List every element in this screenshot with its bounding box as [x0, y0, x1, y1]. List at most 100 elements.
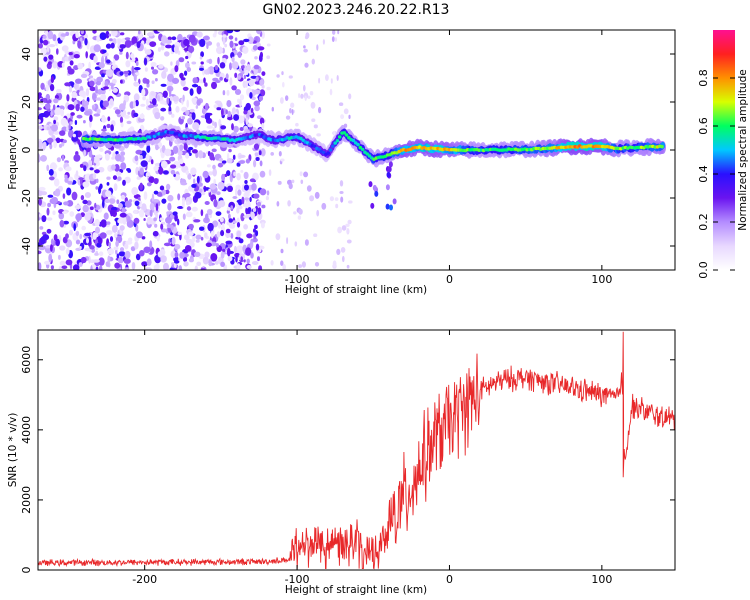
- noise-speckle: [153, 165, 159, 172]
- noise-speckle: [44, 103, 51, 110]
- noise-speckle: [236, 207, 240, 214]
- noise-speckle: [253, 100, 261, 107]
- noise-speckle: [174, 260, 180, 264]
- noise-speckle: [170, 169, 176, 175]
- noise-speckle: [252, 237, 258, 243]
- noise-speckle: [72, 264, 80, 270]
- noise-speckle: [135, 231, 143, 239]
- noise-speckle: [303, 84, 306, 92]
- noise-speckle: [325, 74, 329, 81]
- noise-speckle: [243, 197, 250, 201]
- noise-speckle: [73, 54, 80, 59]
- noise-speckle: [181, 106, 188, 112]
- noise-speckle: [142, 96, 146, 101]
- noise-speckle: [60, 108, 65, 117]
- noise-speckle: [58, 212, 65, 220]
- noise-speckle: [93, 44, 101, 53]
- noise-speckle: [298, 208, 303, 215]
- noise-speckle: [204, 251, 210, 258]
- noise-speckle: [190, 167, 197, 175]
- noise-speckle: [348, 200, 353, 204]
- noise-speckle: [105, 230, 113, 235]
- noise-speckle: [139, 209, 145, 218]
- noise-speckle: [53, 178, 60, 187]
- noise-speckle: [160, 223, 164, 230]
- noise-speckle: [238, 40, 245, 46]
- noise-speckle: [69, 60, 74, 66]
- noise-speckle: [117, 219, 121, 224]
- noise-speckle: [240, 65, 245, 69]
- noise-speckle: [188, 231, 194, 237]
- noise-speckle: [187, 173, 192, 180]
- noise-speckle: [186, 67, 191, 72]
- noise-speckle: [185, 211, 193, 218]
- noise-speckle: [75, 170, 79, 177]
- noise-speckle: [215, 211, 222, 217]
- noise-speckle: [228, 218, 233, 223]
- noise-speckle: [128, 199, 133, 203]
- snr-x-ticks: -200 -100 0 100: [132, 330, 612, 586]
- noise-speckle: [55, 238, 60, 247]
- noise-speckle: [261, 84, 265, 89]
- noise-speckle: [143, 191, 148, 200]
- noise-speckle: [157, 94, 160, 102]
- noise-speckle: [339, 180, 344, 187]
- noise-speckle: [151, 66, 154, 70]
- noise-speckle: [135, 149, 143, 155]
- noise-speckle: [289, 108, 292, 114]
- noise-speckle: [291, 109, 294, 115]
- noise-speckle: [202, 256, 209, 265]
- noise-speckle: [95, 85, 98, 92]
- noise-speckle: [233, 171, 237, 177]
- noise-speckle: [48, 169, 54, 176]
- noise-speckle: [258, 95, 264, 101]
- noise-speckle: [143, 57, 148, 66]
- noise-speckle: [192, 122, 200, 131]
- noise-speckle: [229, 62, 232, 71]
- noise-speckle: [46, 44, 50, 53]
- noise-speckle: [53, 140, 57, 149]
- noise-speckle: [131, 36, 138, 45]
- noise-speckle: [92, 173, 97, 179]
- noise-speckle: [99, 32, 107, 40]
- trace-core: [335, 139, 340, 143]
- noise-speckle: [80, 106, 85, 112]
- noise-speckle: [63, 220, 69, 225]
- noise-speckle: [336, 248, 341, 255]
- y-tick-label: -20: [20, 189, 33, 207]
- noise-speckle: [160, 160, 168, 169]
- noise-speckle: [125, 240, 133, 245]
- noise-speckle: [46, 126, 50, 131]
- noise-speckle: [65, 166, 72, 172]
- noise-speckle: [311, 58, 315, 65]
- noise-speckle: [134, 155, 139, 162]
- noise-speckle: [111, 156, 115, 160]
- noise-speckle: [139, 250, 145, 257]
- noise-speckle: [191, 183, 197, 188]
- noise-speckle: [244, 180, 248, 184]
- noise-speckle: [204, 102, 209, 111]
- noise-speckle: [304, 95, 307, 101]
- noise-speckle: [38, 186, 46, 191]
- noise-speckle: [55, 88, 62, 94]
- noise-speckle: [189, 113, 193, 118]
- noise-speckle: [171, 236, 176, 246]
- noise-speckle: [242, 46, 249, 54]
- noise-speckle: [253, 89, 261, 95]
- noise-speckle: [103, 212, 109, 220]
- noise-speckle: [219, 76, 223, 81]
- noise-speckle: [241, 196, 245, 205]
- noise-speckle: [145, 98, 149, 106]
- noise-speckle: [160, 83, 167, 87]
- noise-speckle: [82, 199, 88, 205]
- noise-speckle: [79, 246, 82, 250]
- spectrogram-x-ticks: -200 -100 0 100: [132, 30, 612, 286]
- noise-speckle: [154, 223, 158, 228]
- noise-speckle: [300, 93, 304, 99]
- noise-speckle: [288, 75, 293, 79]
- noise-speckle: [119, 44, 127, 49]
- noise-speckle: [193, 178, 196, 185]
- noise-speckle: [70, 112, 75, 116]
- noise-speckle: [157, 30, 165, 33]
- noise-speckle: [151, 80, 155, 84]
